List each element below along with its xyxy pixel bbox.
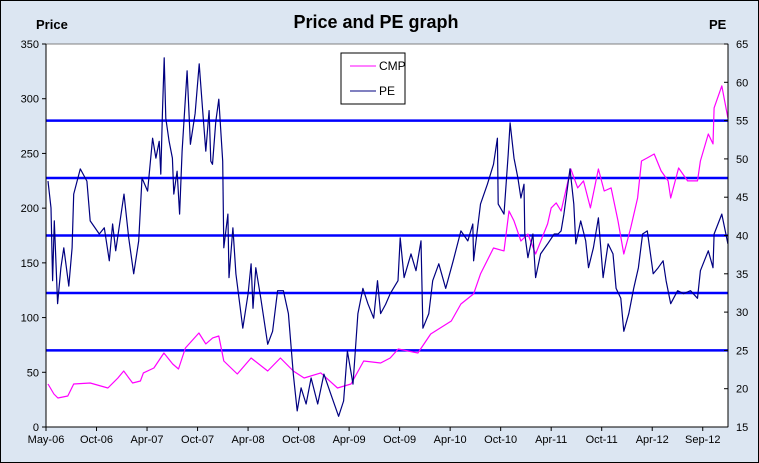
right-tick-label: 65 <box>736 39 748 51</box>
x-tick-label: Apr-07 <box>131 434 164 446</box>
left-tick-label: 250 <box>21 148 39 160</box>
right-tick-label: 35 <box>736 269 748 281</box>
left-tick-label: 300 <box>21 94 39 106</box>
right-tick-label: 45 <box>736 192 748 204</box>
series-line-cmp <box>47 85 729 399</box>
x-tick-label: Apr-10 <box>434 434 467 446</box>
right-tick-label: 60 <box>736 77 748 89</box>
right-tick-label: 15 <box>736 422 748 434</box>
right-tick-label: 50 <box>736 154 748 166</box>
left-tick-label: 200 <box>21 203 39 215</box>
right-tick-label: 20 <box>736 384 748 396</box>
x-tick-label: Oct-08 <box>282 434 315 446</box>
x-tick-label: Oct-10 <box>484 434 517 446</box>
x-tick-label: Oct-11 <box>586 434 618 446</box>
series-lines <box>47 57 729 417</box>
left-axis-title: Price <box>36 17 68 32</box>
right-tick-label: 25 <box>736 345 748 357</box>
left-tick-label: 150 <box>21 258 39 270</box>
x-tick-label: Sep-12 <box>685 434 720 446</box>
x-tick-label: Apr-08 <box>232 434 265 446</box>
left-tick-label: 350 <box>21 39 39 51</box>
x-tick-label: Oct-07 <box>181 434 214 446</box>
x-tick-label: Apr-09 <box>333 434 366 446</box>
legend-label-cmp: CMP <box>379 59 406 73</box>
x-tick-label: May-06 <box>28 434 65 446</box>
right-tick-label: 55 <box>736 116 748 128</box>
pe-reference-lines <box>46 119 728 352</box>
legend-label-pe: PE <box>379 84 395 98</box>
chart-title: Price and PE graph <box>293 12 458 32</box>
legend: CMP PE <box>340 52 406 105</box>
right-tick-label: 30 <box>736 307 748 319</box>
right-tick-label: 40 <box>736 231 748 243</box>
right-axis-title: PE <box>709 17 727 32</box>
left-tick-label: 100 <box>21 313 39 325</box>
x-tick-label: Oct-06 <box>80 434 113 446</box>
left-tick-label: 0 <box>33 422 39 434</box>
x-tick-label: Apr-11 <box>535 434 567 446</box>
left-tick-label: 50 <box>27 367 39 379</box>
axes: 0 50 100 150 200 250 300 350 15 20 25 30 35 40 45 50 55 6… <box>21 39 749 446</box>
legend-box <box>340 52 406 105</box>
x-tick-label: Apr-12 <box>636 434 669 446</box>
series-line-pe <box>47 57 729 417</box>
x-tick-label: Oct-09 <box>383 434 416 446</box>
